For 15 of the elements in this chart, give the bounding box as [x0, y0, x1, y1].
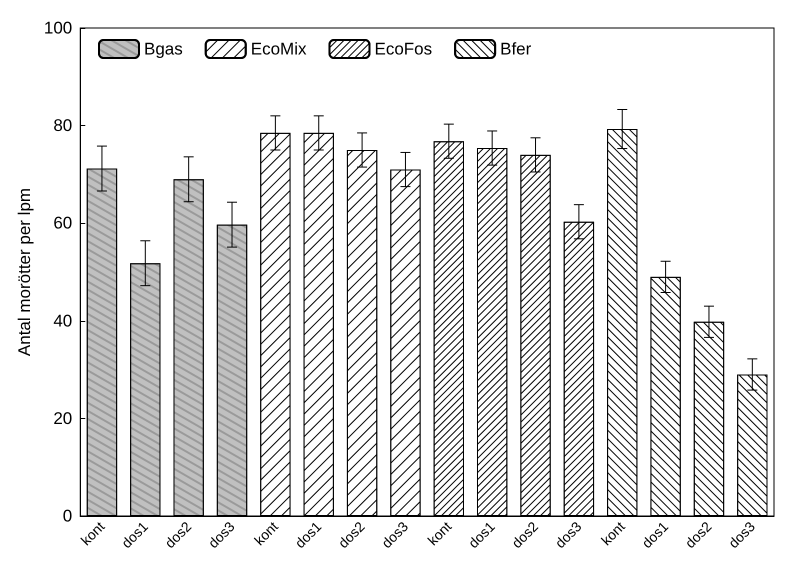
y-tick-label: 20	[53, 408, 72, 428]
legend-label: Bfer	[500, 40, 532, 58]
legend-label: Bgas	[144, 40, 183, 58]
y-tick-label: 0	[62, 506, 72, 526]
y-tick-label: 80	[53, 116, 72, 136]
x-tick-label: kont	[598, 518, 628, 548]
legend-label: EcoMix	[250, 40, 307, 58]
y-tick-label: 100	[44, 18, 72, 38]
y-tick-label: 40	[53, 311, 72, 330]
y-tick-label: 60	[53, 214, 72, 233]
legend-label: EcoFos	[374, 40, 432, 58]
x-tick-label: kont	[424, 518, 455, 548]
x-tick-label: kont	[251, 518, 282, 548]
x-tick-label: kont	[78, 518, 108, 548]
y-axis-title: Antal morötter per lpm	[15, 188, 34, 356]
